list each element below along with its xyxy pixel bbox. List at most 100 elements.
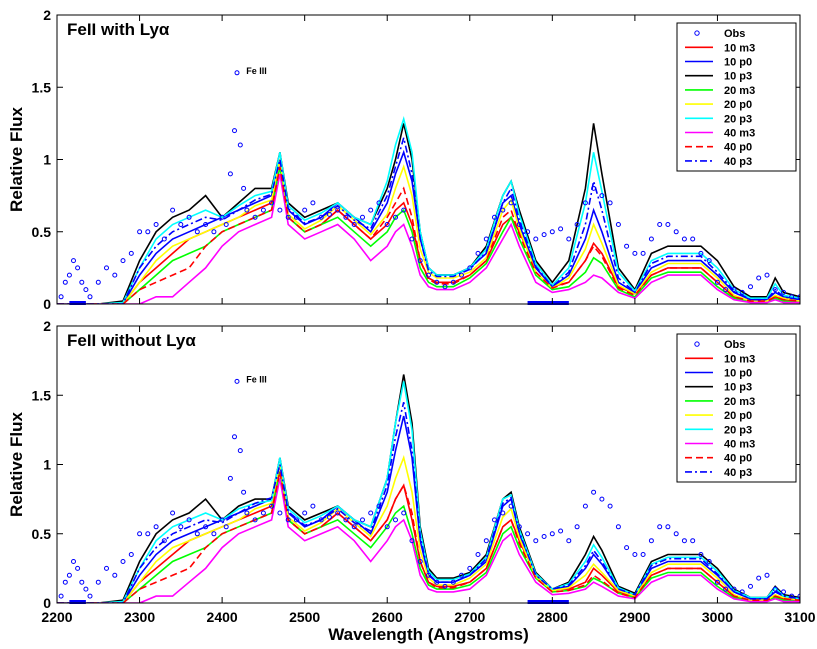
obs-point	[393, 517, 398, 523]
obs-point	[211, 229, 217, 235]
y-axis-title: Relative Flux	[7, 412, 26, 517]
y-tick-label: 2	[43, 7, 51, 23]
obs-point	[434, 579, 440, 585]
x-tick-label: 3100	[784, 609, 815, 625]
obs-point	[574, 222, 580, 227]
obs-point	[681, 236, 687, 242]
obs-point	[326, 211, 332, 217]
obs-point	[673, 229, 679, 235]
obs-point	[120, 258, 126, 264]
obs-point	[178, 222, 184, 227]
obs-point	[516, 222, 522, 227]
obs-point	[234, 378, 240, 384]
obs-point	[104, 565, 109, 571]
obs-point	[161, 236, 167, 242]
obs-point	[343, 517, 349, 523]
obs-point	[582, 503, 588, 509]
series-line-40-m3	[57, 173, 800, 304]
obs-point	[393, 214, 398, 220]
obs-point	[459, 572, 464, 578]
obs-point	[492, 214, 497, 220]
obs-point	[234, 70, 240, 76]
legend-label: 10 p3	[724, 71, 752, 83]
obs-point	[549, 531, 555, 537]
obs-point	[244, 510, 250, 516]
obs-point	[285, 214, 291, 220]
obs-point	[310, 200, 316, 206]
obs-point	[351, 222, 357, 227]
obs-point	[657, 222, 663, 227]
obs-point	[71, 258, 76, 264]
obs-point	[58, 593, 64, 599]
obs-point	[237, 448, 243, 454]
obs-point	[223, 524, 229, 530]
obs-point	[731, 586, 737, 592]
y-tick-label: 0.5	[32, 526, 52, 542]
obs-point	[62, 579, 68, 585]
obs-point	[351, 524, 357, 530]
legend-label: Obs	[724, 28, 745, 40]
obs-point	[277, 510, 283, 516]
obs-point	[401, 510, 407, 516]
obs-point	[640, 552, 646, 557]
obs-point	[368, 207, 374, 213]
obs-point	[681, 538, 687, 544]
obs-point	[475, 552, 481, 557]
obs-point	[698, 250, 704, 256]
x-tick-label: 2400	[207, 609, 238, 625]
obs-point	[525, 229, 531, 235]
obs-point	[723, 287, 729, 293]
plot-layer	[57, 70, 800, 304]
obs-point	[137, 531, 143, 537]
panel-bottom: 2200 2300 2400 2500 2600 2700 2800 2900 3000 3100…	[7, 318, 816, 644]
obs-point	[360, 517, 365, 523]
panel-title: FeII with Lyα	[67, 20, 170, 39]
obs-point	[533, 538, 539, 544]
obs-point	[153, 222, 159, 227]
legend-obs-marker	[694, 30, 700, 36]
obs-point	[739, 589, 745, 595]
obs-point	[492, 517, 497, 523]
obs-point	[706, 258, 712, 264]
legend: Obs 10 m3 10 p0 10 p3 20 m3 20 p0 20 p3 40 m3 40…	[676, 22, 797, 172]
y-tick-label: 2	[43, 318, 51, 334]
legend-label: 10 p0	[724, 368, 752, 380]
obs-point	[83, 287, 89, 293]
obs-point	[450, 279, 456, 285]
obs-point	[665, 524, 671, 530]
obs-point	[153, 524, 159, 530]
legend-label: 20 p3	[724, 424, 752, 436]
obs-point	[376, 503, 382, 509]
legend-label: 40 p0	[724, 142, 752, 154]
obs-point	[748, 284, 753, 290]
obs-point	[384, 524, 390, 530]
obs-point	[401, 207, 407, 213]
obs-point	[128, 250, 134, 256]
obs-point	[186, 517, 192, 523]
fe-iii-annotation: Fe III	[246, 66, 267, 76]
obs-point	[483, 538, 489, 544]
legend-label: 10 p3	[724, 382, 752, 394]
legend: Obs 10 m3 10 p0 10 p3 20 m3 20 p0 20 p3 40 m3 40…	[676, 333, 797, 483]
obs-point	[252, 214, 258, 220]
obs-point	[360, 214, 365, 220]
obs-point	[632, 250, 638, 256]
obs-point	[748, 583, 753, 589]
obs-point	[640, 250, 646, 256]
y-tick-label: 0	[43, 296, 51, 312]
legend-label: 40 m3	[724, 128, 755, 140]
obs-point	[764, 272, 770, 278]
obs-point	[533, 236, 539, 242]
obs-point	[302, 207, 308, 213]
legend-label: Obs	[724, 339, 745, 351]
series-line-20-p3	[57, 381, 800, 603]
obs-point	[318, 214, 324, 220]
obs-point	[241, 185, 247, 191]
obs-point	[442, 284, 448, 290]
y-tick-label: 0	[43, 595, 51, 611]
obs-point	[252, 517, 258, 523]
series-line-20-p0	[57, 454, 800, 603]
obs-point	[756, 575, 762, 581]
obs-point	[128, 552, 134, 557]
